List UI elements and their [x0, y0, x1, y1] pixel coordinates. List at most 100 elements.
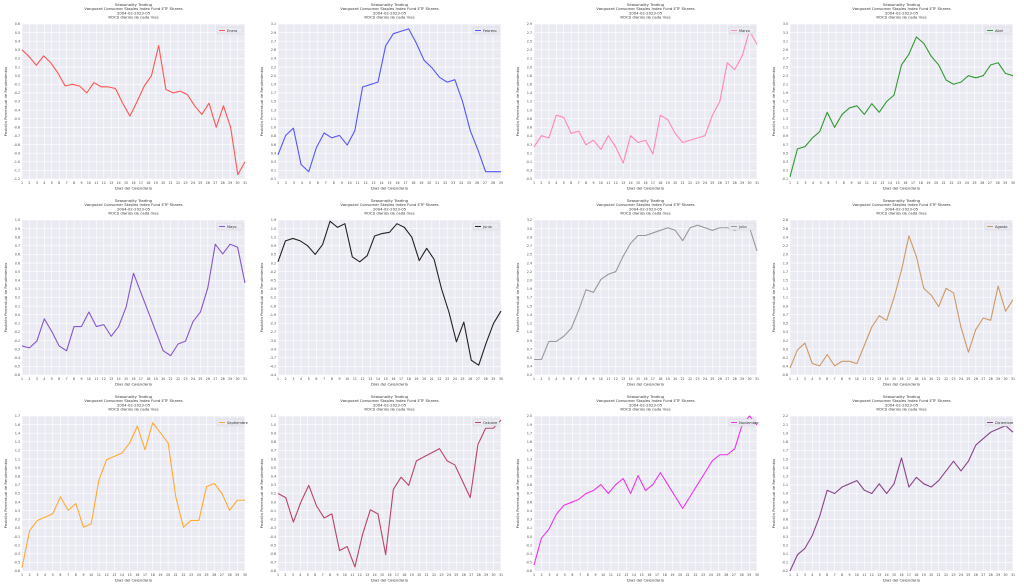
x-tick-label: 25	[461, 377, 465, 381]
x-axis-label: Dias del Calendario	[883, 186, 921, 191]
y-tick-label: 1.8	[783, 440, 788, 444]
y-tick-label: 1.0	[527, 108, 532, 112]
x-tick-label: 25	[205, 573, 209, 577]
x-tick-label: 10	[87, 377, 91, 381]
y-tick-label: -0.2	[14, 543, 20, 547]
x-tick-label: 9	[592, 377, 594, 381]
x-tick-label: 19	[419, 181, 423, 185]
x-tick-label: 19	[670, 573, 674, 577]
x-tick-label: 11	[606, 377, 610, 381]
y-tick-label: 2.2	[271, 65, 276, 69]
chart-title-line: Vanguard Consumer Staples Index Fund ETF…	[84, 202, 182, 207]
x-tick-label: 7	[578, 377, 580, 381]
series-line-diciembre	[789, 425, 1014, 572]
x-tick-label: 1	[789, 573, 791, 577]
x-tick-label: 13	[368, 377, 372, 381]
y-tick-label: 1.3	[271, 108, 276, 112]
y-tick-label: -1.2	[270, 296, 276, 300]
y-tick-label: 2.4	[783, 235, 788, 239]
y-tick-label: 1.9	[271, 218, 276, 222]
chart-title-line: ROCS diarios de cada mes	[364, 15, 414, 20]
x-tick-label: 8	[841, 377, 843, 381]
x-tick-label: 8	[585, 181, 587, 185]
y-tick-label: 0.3	[783, 330, 788, 334]
x-tick-label: 11	[350, 573, 354, 577]
x-tick-label: 2	[28, 377, 30, 381]
x-tick-label: 26	[974, 377, 978, 381]
x-tick-label: 24	[459, 181, 463, 185]
x-tick-label: 26	[980, 181, 984, 185]
y-tick-label: 0.7	[527, 492, 532, 496]
y-tick-label: -0.6	[782, 373, 788, 377]
x-tick-label: 3	[804, 573, 806, 577]
y-tick-label: 0.6	[527, 500, 532, 504]
chart-title-line: Seasonality Trading	[115, 2, 153, 7]
x-tick-label: 17	[655, 573, 659, 577]
x-axis-label: Dias del Calendario	[371, 382, 409, 387]
x-tick-label: 31	[1011, 573, 1015, 577]
y-tick-label: -0.5	[14, 117, 20, 121]
y-tick-label: 1.1	[271, 414, 276, 418]
x-tick-label: 8	[587, 573, 589, 577]
x-tick-label: 16	[899, 573, 903, 577]
legend-label: Septiembre	[227, 421, 249, 425]
x-tick-label: 7	[322, 573, 324, 577]
x-tick-label: 6	[571, 573, 573, 577]
y-tick-label: 0.1	[783, 552, 788, 556]
y-tick-label: 0.8	[271, 134, 276, 138]
y-tick-label: -0.5	[14, 365, 20, 369]
x-tick-label: 30	[499, 377, 503, 381]
x-tick-label: 4	[44, 573, 46, 577]
y-tick-label: 1.0	[527, 330, 532, 334]
y-tick-label: 1.2	[15, 449, 20, 453]
y-tick-label: 0.7	[783, 509, 788, 513]
x-tick-label: 17	[399, 377, 403, 381]
x-tick-label: 12	[614, 181, 618, 185]
x-tick-label: 2	[796, 377, 798, 381]
x-tick-label: 5	[309, 181, 311, 185]
y-tick-label: 1.7	[783, 270, 788, 274]
y-tick-label: 2.5	[783, 65, 788, 69]
x-tick-label: 20	[934, 181, 938, 185]
x-tick-label: 3	[36, 181, 38, 185]
x-tick-label: 2	[541, 573, 543, 577]
y-tick-label: 1.5	[783, 457, 788, 461]
y-tick-label: 0.7	[783, 313, 788, 317]
x-tick-label: 17	[907, 377, 911, 381]
x-tick-label: 12	[358, 573, 362, 577]
x-tick-label: 27	[725, 377, 729, 381]
y-tick-label: 0.7	[271, 449, 276, 453]
y-tick-label: 0.5	[15, 31, 20, 35]
x-tick-label: 22	[688, 181, 692, 185]
x-tick-label: 20	[673, 181, 677, 185]
y-tick-label: 2.9	[271, 31, 276, 35]
x-tick-label: 22	[443, 181, 447, 185]
x-tick-label: 25	[966, 573, 970, 577]
y-axis-label: Posición Porcentual de Rendimientos	[771, 459, 776, 529]
legend-label: Octubre	[483, 421, 498, 425]
x-tick-label: 28	[228, 573, 232, 577]
x-tick-label: 28	[733, 181, 737, 185]
x-tick-label: 19	[922, 573, 926, 577]
x-tick-label: 5	[51, 377, 53, 381]
x-tick-label: 4	[299, 573, 301, 577]
y-tick-label: 1.2	[527, 322, 532, 326]
x-tick-label: 4	[811, 377, 813, 381]
x-tick-label: 19	[666, 181, 670, 185]
x-tick-label: 28	[740, 573, 744, 577]
chart-title-line: ROCS diarios de cada mes	[876, 15, 926, 20]
y-tick-label: 1.6	[527, 82, 532, 86]
y-tick-label: 2.9	[527, 235, 532, 239]
x-tick-label: 18	[151, 573, 155, 577]
chart-title-line: 2004-02-2023-05	[629, 10, 663, 15]
x-tick-label: 19	[410, 573, 414, 577]
x-tick-label: 9	[80, 181, 82, 185]
y-tick-label: 0.6	[271, 143, 276, 147]
legend-box	[472, 26, 500, 35]
x-tick-label: 23	[440, 573, 444, 577]
x-tick-label: 7	[579, 573, 581, 577]
x-tick-label: 3	[548, 573, 550, 577]
